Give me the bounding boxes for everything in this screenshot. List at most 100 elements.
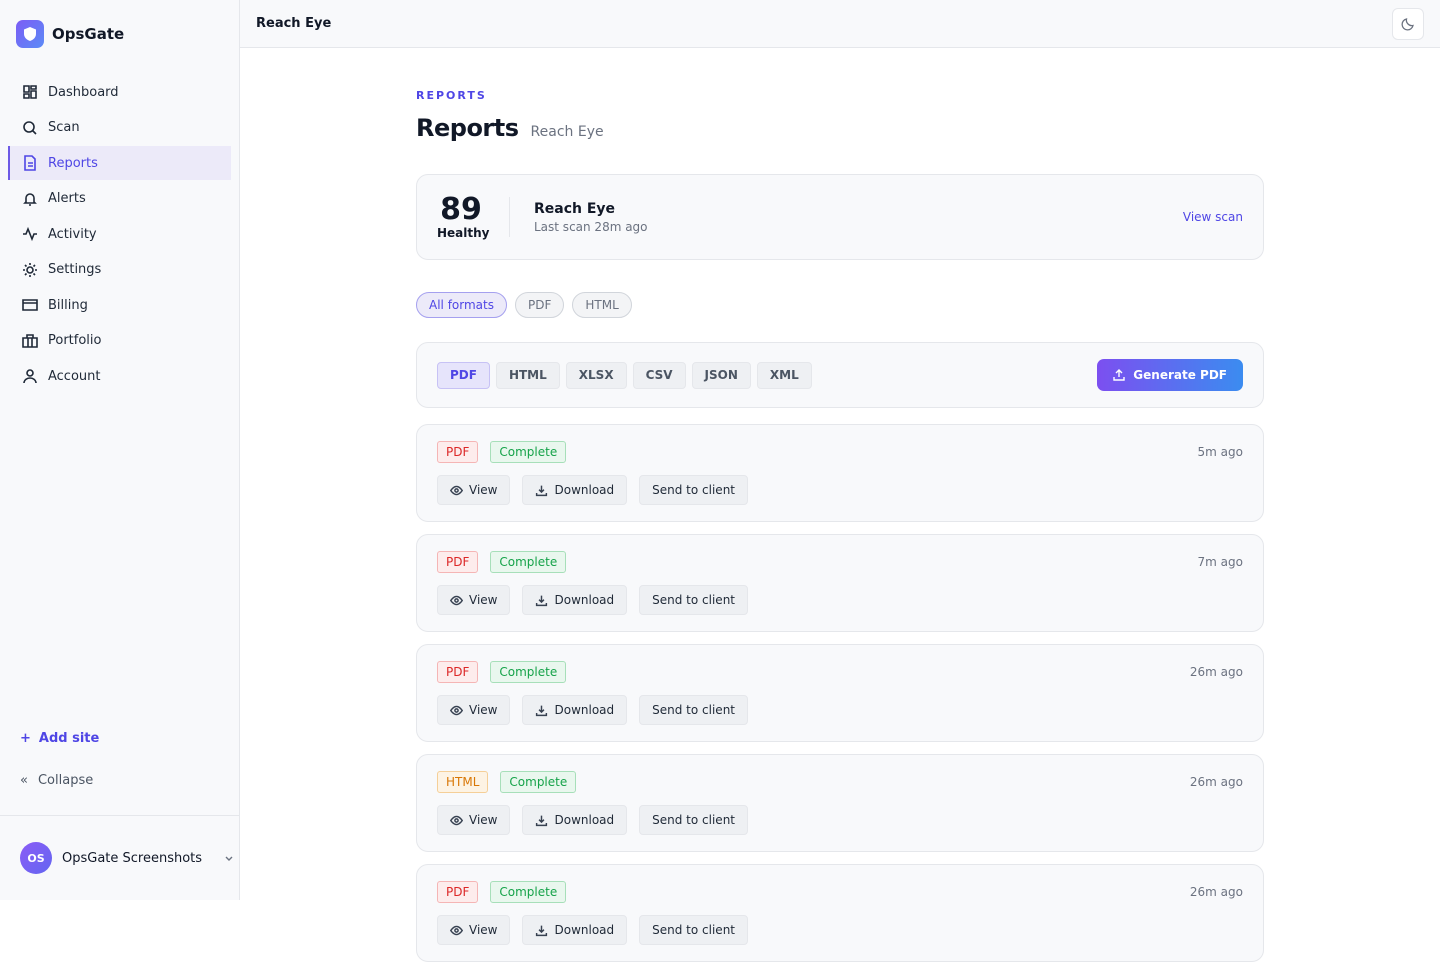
filter-chip[interactable]: All formats — [416, 292, 507, 318]
icon — [23, 262, 37, 277]
filter-chip[interactable]: PDF — [514, 292, 565, 318]
eyebrow: REPORTS — [416, 89, 487, 102]
action-button[interactable]: Download — [522, 695, 628, 725]
report-time: 26m ago — [1189, 885, 1243, 899]
action-button[interactable]: Send to client — [639, 695, 748, 725]
icon — [536, 815, 548, 826]
action-button[interactable]: Send to client — [639, 915, 748, 945]
nav-item[interactable]: Billing — [8, 288, 231, 322]
nav-label: Scan — [48, 120, 80, 135]
report-actions: View Download Send to client — [437, 805, 1243, 835]
score-value: 89 — [440, 192, 482, 227]
report-tags: PDF Complete — [437, 551, 1243, 573]
report-actions: View Download Send to client — [437, 585, 1243, 615]
filters: All formats PDF HTML — [416, 292, 1264, 318]
plus-icon: + — [20, 731, 31, 746]
format-option[interactable]: HTML — [495, 361, 560, 389]
format-badge: HTML — [437, 771, 489, 793]
report-list: PDF Complete 5m ago View Download Send to cli… — [416, 424, 1264, 962]
icon — [22, 299, 38, 311]
action-button[interactable]: View — [437, 475, 511, 505]
action-button[interactable]: Download — [522, 585, 628, 615]
icon — [450, 815, 463, 825]
filter-chip[interactable]: HTML — [572, 292, 632, 318]
action-label: Download — [554, 483, 615, 497]
action-button[interactable]: Download — [522, 805, 628, 835]
nav-label: Account — [48, 368, 101, 384]
divider — [509, 197, 510, 237]
nav-label: Portfolio — [48, 333, 102, 348]
nav-item[interactable]: Dashboard — [8, 75, 231, 109]
action-button[interactable]: View — [437, 695, 511, 725]
format-option[interactable]: XML — [756, 361, 812, 389]
brand[interactable]: OpsGate — [16, 20, 124, 48]
report-time: 26m ago — [1189, 775, 1243, 789]
score-status: Healthy — [437, 226, 490, 240]
collapse[interactable]: « Collapse — [20, 773, 93, 788]
nav-item[interactable]: Account — [8, 359, 231, 393]
icon — [22, 333, 38, 348]
topbar-title: Reach Eye — [256, 16, 332, 31]
format-option[interactable]: CSV — [632, 361, 686, 389]
action-button[interactable]: Download — [522, 475, 628, 505]
action-button[interactable]: View — [437, 915, 511, 945]
action-label: Download — [554, 813, 615, 827]
action-button[interactable]: Send to client — [639, 585, 748, 615]
status-badge: Complete — [500, 771, 577, 793]
icon — [536, 925, 548, 936]
score: 89 Healthy — [437, 192, 490, 241]
upload-icon — [1113, 369, 1125, 381]
report-time: 26m ago — [1189, 665, 1243, 679]
nav-label: Activity — [48, 226, 97, 242]
format-option[interactable]: PDF — [437, 361, 490, 389]
page-title: Reports — [416, 114, 519, 142]
action-label: Send to client — [652, 813, 735, 827]
format-badge: PDF — [437, 551, 479, 573]
icon — [450, 705, 463, 715]
action-button[interactable]: View — [437, 585, 511, 615]
user-menu[interactable]: OS OpsGate Screenshots — [0, 815, 239, 900]
icon — [23, 369, 37, 384]
nav-label: Alerts — [48, 191, 86, 206]
action-label: Download — [554, 703, 615, 717]
report-time: 7m ago — [1197, 555, 1243, 569]
nav-item[interactable]: Reports — [8, 146, 231, 180]
theme-toggle[interactable] — [1392, 8, 1424, 40]
action-button[interactable]: Send to client — [639, 475, 748, 505]
report-tags: PDF Complete — [437, 881, 1243, 903]
nav-item[interactable]: Alerts — [8, 182, 231, 216]
report-card: PDF Complete 7m ago View Download Send to cli… — [416, 534, 1264, 632]
user-name: OpsGate Screenshots — [62, 850, 203, 866]
heading: Reports Reach Eye — [416, 114, 1264, 142]
action-button[interactable]: Send to client — [639, 805, 748, 835]
nav-item[interactable]: Scan — [8, 111, 231, 145]
site-info: Reach Eye Last scan 28m ago — [534, 201, 648, 234]
nav-item[interactable]: Activity — [8, 217, 231, 251]
action-button[interactable]: Download — [522, 915, 628, 945]
nav-item[interactable]: Portfolio — [8, 324, 231, 358]
action-label: View — [469, 703, 498, 717]
icon — [23, 120, 37, 135]
collapse-label: Collapse — [37, 773, 94, 788]
nav-item[interactable]: Settings — [8, 253, 231, 287]
view-scan-link[interactable]: View scan — [1182, 210, 1243, 224]
generate-bar: PDF HTML XLSX CSV JSON XML Generate PDF — [416, 342, 1264, 408]
format-option[interactable]: XLSX — [565, 361, 627, 389]
add-site[interactable]: + Add site — [20, 731, 99, 746]
report-card: PDF Complete 26m ago View Download Send to cl… — [416, 644, 1264, 742]
action-button[interactable]: View — [437, 805, 511, 835]
format-option[interactable]: JSON — [691, 361, 751, 389]
generate-button[interactable]: Generate PDF — [1097, 359, 1243, 391]
sidebar: OpsGate Dashboard Scan Reports Alerts Activi… — [0, 0, 240, 900]
action-label: Send to client — [652, 923, 735, 937]
collapse-icon: « — [20, 773, 28, 788]
report-actions: View Download Send to client — [437, 475, 1243, 505]
icon — [24, 155, 36, 171]
action-label: Send to client — [652, 483, 735, 497]
format-badge: PDF — [437, 661, 479, 683]
icon — [536, 485, 548, 496]
nav-label: Dashboard — [48, 84, 119, 100]
nav-label: Reports — [48, 155, 98, 171]
logo — [16, 20, 44, 48]
